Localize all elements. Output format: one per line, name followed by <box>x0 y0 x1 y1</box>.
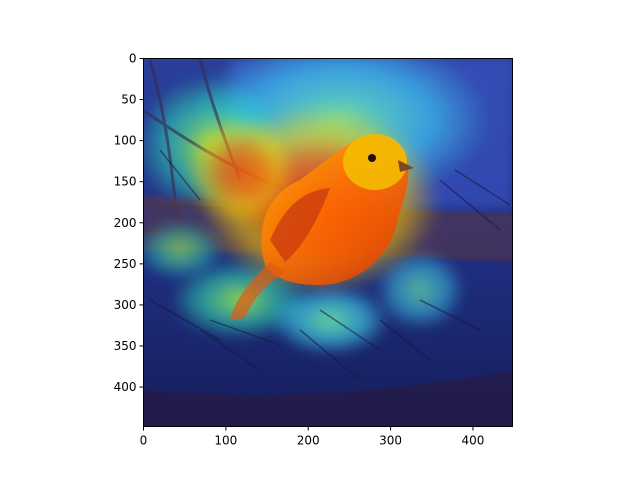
x-axis: 0 100 200 300 400 <box>140 426 485 448</box>
plot-frame <box>143 58 513 427</box>
bird <box>230 134 414 320</box>
y-tick-label: 250 <box>114 257 137 271</box>
x-tick-label: 0 <box>140 434 148 448</box>
x-tick-label: 400 <box>462 434 485 448</box>
y-tick-label: 100 <box>114 134 137 148</box>
x-tick-label: 300 <box>379 434 402 448</box>
y-tick-label: 150 <box>114 175 137 189</box>
x-tick-label: 200 <box>297 434 320 448</box>
y-tick-label: 200 <box>114 216 137 230</box>
x-tick-label: 100 <box>214 434 237 448</box>
y-tick-label: 350 <box>114 339 137 353</box>
y-tick-label: 0 <box>129 52 137 66</box>
heatmap-image <box>143 58 513 427</box>
y-tick-label: 50 <box>121 93 136 107</box>
y-tick-label: 300 <box>114 298 137 312</box>
y-axis: 0 50 100 150 200 250 300 350 400 <box>114 52 144 394</box>
y-tick-label: 400 <box>114 380 137 394</box>
